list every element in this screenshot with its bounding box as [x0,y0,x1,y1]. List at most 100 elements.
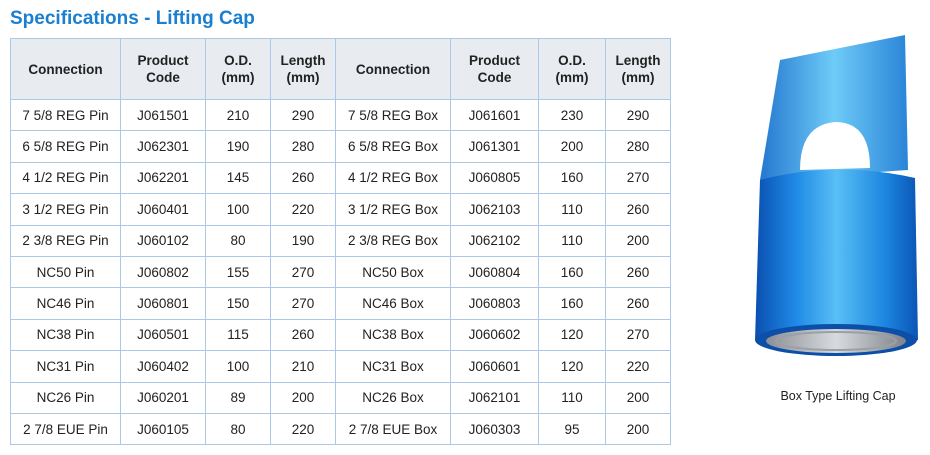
table-cell: 280 [605,130,671,163]
table-cell: 200 [605,412,671,446]
table-cell: 3 1/2 REG Box [335,193,451,226]
table-cell: 6 5/8 REG Pin [10,130,121,163]
table-cell: 160 [538,161,606,195]
table-cell: J060802 [120,255,206,289]
table-cell: 270 [270,255,336,289]
cap-illustration [755,35,918,356]
table-cell: J060402 [120,350,206,383]
table-cell: 220 [270,193,336,226]
table-row: 2 3/8 REG Pin J060102 80 190 2 3/8 REG Box J0… [10,224,671,257]
table-cell: 200 [605,224,671,257]
table-cell: J060602 [450,318,539,352]
table-cell: 120 [538,318,606,352]
table-cell: J060601 [450,350,539,383]
table-cell: J062103 [450,193,539,226]
table-cell: 200 [605,381,671,414]
table-cell: NC50 Pin [10,255,121,289]
table-row: 2 7/8 EUE Pin J060105 80 220 2 7/8 EUE Box J0… [10,412,671,446]
table-cell: J060803 [450,287,539,320]
table-cell: J060105 [120,412,206,446]
figure-caption: Box Type Lifting Cap [780,389,896,403]
column-header: O.D. (mm) [205,38,271,100]
table-cell: NC46 Pin [10,287,121,320]
table-cell: 190 [270,224,336,257]
table-row: 6 5/8 REG Pin J062301 190 280 6 5/8 REG Box J… [10,130,671,163]
table-cell: 260 [270,161,336,195]
table-cell: 190 [205,130,271,163]
table-cell: 220 [605,350,671,383]
table-cell: 110 [538,193,606,226]
table-cell: 280 [270,130,336,163]
table-cell: 110 [538,381,606,414]
table-cell: 210 [270,350,336,383]
table-cell: 2 7/8 EUE Box [335,412,451,446]
table-cell: J060804 [450,255,539,289]
table-cell: J062201 [120,161,206,195]
table-cell: 100 [205,350,271,383]
table-cell: 100 [205,193,271,226]
table-cell: 110 [538,224,606,257]
table-cell: 260 [270,318,336,352]
table-cell: 4 1/2 REG Pin [10,161,121,195]
table-cell: J062101 [450,381,539,414]
table-cell: J061501 [120,98,206,132]
table-cell: 260 [605,287,671,320]
table-cell: 210 [205,98,271,132]
table-cell: 89 [205,381,271,414]
table-row: NC31 Pin J060402 100 210 NC31 Box J060601 120 2… [10,350,671,383]
table-cell: NC31 Pin [10,350,121,383]
column-header: Length (mm) [605,38,671,100]
table-cell: J060401 [120,193,206,226]
table-cell: 160 [538,255,606,289]
table-cell: 7 5/8 REG Box [335,98,451,132]
table-cell: 290 [270,98,336,132]
table-cell: 150 [205,287,271,320]
table-cell: J060201 [120,381,206,414]
column-header: Length (mm) [270,38,336,100]
table-cell: 160 [538,287,606,320]
table-cell: 270 [270,287,336,320]
column-header: Connection [335,38,451,100]
table-cell: 7 5/8 REG Pin [10,98,121,132]
table-cell: 200 [538,130,606,163]
table-cell: 4 1/2 REG Box [335,161,451,195]
table-cell: NC26 Pin [10,381,121,414]
header-row: Connection Product Code O.D. (mm) Length (m… [10,38,671,100]
table-cell: J060501 [120,318,206,352]
table-cell: 115 [205,318,271,352]
table-cell: 95 [538,412,606,446]
table-row: NC26 Pin J060201 89 200 NC26 Box J062101 110 20… [10,381,671,414]
table-body: 7 5/8 REG Pin J061501 210 290 7 5/8 REG Box J… [10,98,671,446]
table-cell: 155 [205,255,271,289]
table-cell: J060303 [450,412,539,446]
table-cell: NC50 Box [335,255,451,289]
title: Specifications - Lifting Cap [10,8,255,29]
column-header: O.D. (mm) [538,38,606,100]
table-cell: NC26 Box [335,381,451,414]
table-cell: 120 [538,350,606,383]
table-cell: NC38 Pin [10,318,121,352]
table-cell: 2 3/8 REG Pin [10,224,121,257]
table-row: 4 1/2 REG Pin J062201 145 260 4 1/2 REG Box J… [10,161,671,195]
table-cell: 2 3/8 REG Box [335,224,451,257]
table-cell: J060801 [120,287,206,320]
table-row: NC50 Pin J060802 155 270 NC50 Box J060804 160 2… [10,255,671,289]
spec-table: Connection Product Code O.D. (mm) Length (m… [10,38,671,446]
table-cell: 270 [605,318,671,352]
column-header: Product Code [120,38,206,100]
table-cell: 2 7/8 EUE Pin [10,412,121,446]
table-cell: 200 [270,381,336,414]
table-cell: 3 1/2 REG Pin [10,193,121,226]
table-cell: NC31 Box [335,350,451,383]
table-row: NC46 Pin J060801 150 270 NC46 Box J060803 160 2… [10,287,671,320]
table-cell: J060805 [450,161,539,195]
table-cell: 220 [270,412,336,446]
table-cell: NC38 Box [335,318,451,352]
table-cell: 260 [605,193,671,226]
table-cell: J062102 [450,224,539,257]
table-row: 7 5/8 REG Pin J061501 210 290 7 5/8 REG Box J… [10,98,671,132]
table-cell: 80 [205,224,271,257]
table-cell: 260 [605,255,671,289]
table-row: NC38 Pin J060501 115 260 NC38 Box J060602 120 2… [10,318,671,352]
